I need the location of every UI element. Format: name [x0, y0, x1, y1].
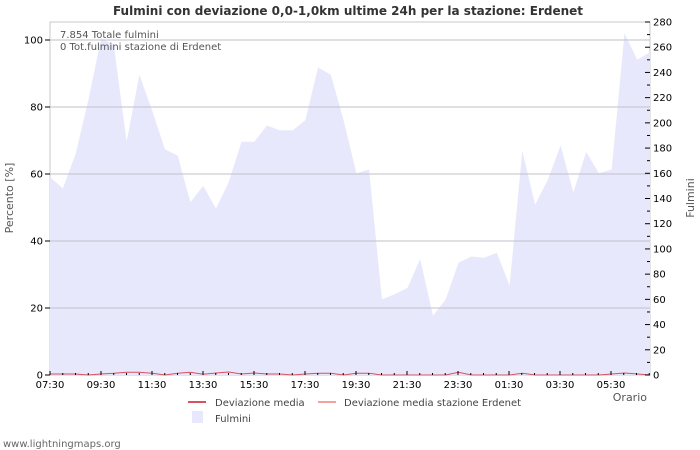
- svg-text:200: 200: [653, 118, 672, 129]
- svg-text:220: 220: [653, 93, 672, 104]
- svg-text:11:30: 11:30: [138, 380, 167, 391]
- svg-text:15:30: 15:30: [240, 380, 269, 391]
- svg-text:80: 80: [30, 103, 43, 114]
- plot-area: 07:30 09:30 11:30 13:30 15:30 17:30 19:30 21:30…: [36, 21, 651, 391]
- right-axis-label: Fulmini: [684, 178, 697, 218]
- x-ticks: 07:30 09:30 11:30 13:30 15:30 17:30 19:30 21:30…: [36, 371, 650, 391]
- svg-text:13:30: 13:30: [189, 380, 218, 391]
- footer-site-link[interactable]: www.lightningmaps.org: [3, 439, 121, 450]
- svg-text:17:30: 17:30: [291, 380, 320, 391]
- svg-text:80: 80: [653, 270, 666, 281]
- legend: Deviazione media Deviazione media stazio…: [188, 398, 521, 425]
- svg-text:07:30: 07:30: [36, 380, 65, 391]
- svg-text:240: 240: [653, 68, 672, 79]
- x-axis-label: Orario: [613, 391, 648, 404]
- svg-text:23:30: 23:30: [444, 380, 473, 391]
- svg-text:19:30: 19:30: [342, 380, 371, 391]
- svg-text:0: 0: [653, 371, 659, 382]
- right-axis: 0 20 40 60 80 100 120 140 160 180 200 220 240 260 280: [645, 18, 672, 382]
- gridlines: [50, 39, 650, 309]
- legend-swatch-fulmini: [192, 411, 203, 423]
- svg-text:180: 180: [653, 144, 672, 155]
- svg-text:0: 0: [37, 371, 43, 382]
- legend-label-deviazione-stazione: Deviazione media stazione Erdenet: [344, 398, 521, 409]
- svg-text:160: 160: [653, 169, 672, 180]
- deviazione-media-line: [50, 371, 651, 376]
- left-axis: 0 20 40 60 80 100: [24, 36, 50, 382]
- svg-text:03:30: 03:30: [546, 380, 575, 391]
- svg-text:100: 100: [653, 244, 672, 255]
- svg-text:05:30: 05:30: [597, 380, 626, 391]
- svg-text:60: 60: [30, 170, 43, 181]
- svg-text:140: 140: [653, 194, 672, 205]
- svg-text:60: 60: [653, 295, 666, 306]
- svg-text:120: 120: [653, 219, 672, 230]
- svg-text:20: 20: [30, 304, 43, 315]
- annotation-station: 0 Tot.fulmini stazione di Erdenet: [60, 42, 221, 53]
- svg-text:280: 280: [653, 18, 672, 29]
- fulmini-area: [50, 33, 650, 376]
- legend-label-fulmini: Fulmini: [215, 414, 251, 425]
- legend-label-deviazione-media: Deviazione media: [215, 398, 305, 409]
- svg-text:21:30: 21:30: [393, 380, 422, 391]
- svg-text:100: 100: [24, 36, 43, 47]
- svg-text:40: 40: [653, 320, 666, 331]
- annotation-total: 7.854 Totale fulmini: [60, 30, 159, 41]
- left-axis-label: Percento [%]: [3, 163, 16, 234]
- svg-text:260: 260: [653, 43, 672, 54]
- svg-text:40: 40: [30, 237, 43, 248]
- svg-text:09:30: 09:30: [87, 380, 116, 391]
- svg-text:01:30: 01:30: [495, 380, 524, 391]
- chart-title: Fulmini con deviazione 0,0-1,0km ultime …: [113, 4, 583, 18]
- svg-text:20: 20: [653, 345, 666, 356]
